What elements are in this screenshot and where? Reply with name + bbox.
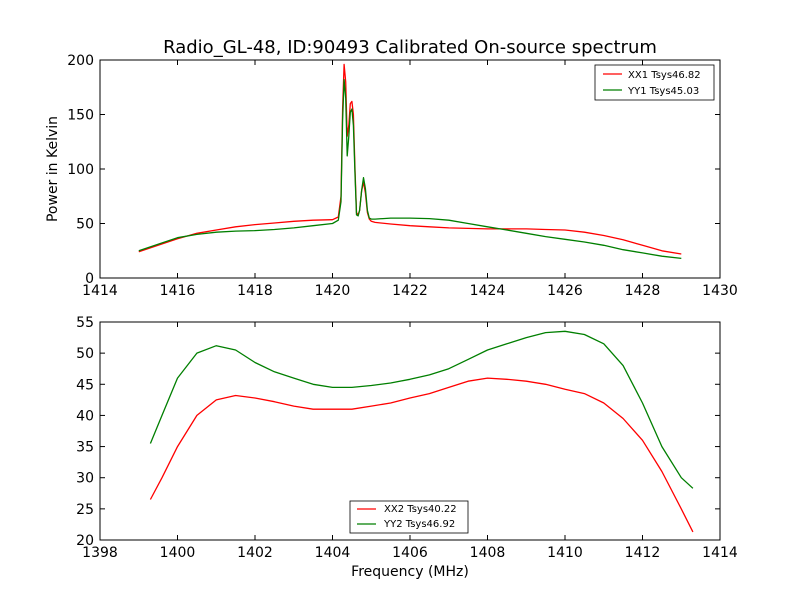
x-tick-label: 1416 [160,283,196,299]
y-tick-label: 0 [85,271,94,287]
x-tick-label: 1398 [82,545,118,561]
y-tick-label: 20 [76,533,94,549]
chart-title: Radio_GL-48, ID:90493 Calibrated On-sour… [163,37,657,58]
y-tick-label: 150 [67,108,94,124]
y-tick-label: 100 [67,162,94,178]
top-spectrum-chart: Radio_GL-48, ID:90493 Calibrated On-sour… [45,37,738,299]
bottom-spectrum-chart: Frequency (MHz) 1398 1400 1402 1404 1406 1408… [76,315,738,580]
y-tick-label: 30 [76,471,94,487]
x-tick-label: 1426 [547,283,583,299]
x-tick-label: 1408 [470,545,506,561]
x-tick-label: 1406 [392,545,428,561]
plot-area [149,330,694,533]
x-tick-label: 1400 [160,545,196,561]
y-tick-label: 25 [76,502,94,518]
legend-box [349,500,469,534]
plot-frame [99,321,721,541]
axis-ticks: 1398 1400 1402 1404 1406 1408 1410 1412 1414 20 25… [76,315,738,561]
series-line-yy2 [149,330,694,489]
y-axis-label: Power in Kelvin [45,116,61,222]
series-line-yy1 [138,78,682,260]
x-tick-label: 1414 [702,545,738,561]
y-tick-label: 200 [67,53,94,69]
y-tick-label: 40 [76,408,94,424]
legend-label-xx2: XX2 Tsys40.22 [384,504,457,515]
x-tick-label: 1414 [82,283,118,299]
x-tick-label: 1410 [547,545,583,561]
x-tick-label: 1412 [625,545,661,561]
x-tick-label: 1402 [237,545,273,561]
x-tick-label: 1420 [315,283,351,299]
legend-label-yy2: YY2 Tsys46.92 [383,519,455,530]
legend-label-yy1: YY1 Tsys45.03 [627,86,699,97]
y-tick-label: 45 [76,377,94,393]
plot-area [138,63,682,260]
y-tick-label: 55 [76,315,94,331]
x-tick-label: 1418 [237,283,273,299]
x-tick-label: 1428 [625,283,661,299]
plot-frame [99,59,721,279]
axis-ticks: 1414 1416 1418 1420 1422 1424 1426 1428 1430 0 50 1… [67,53,738,299]
x-tick-label: 1422 [392,283,428,299]
x-axis-label: Frequency (MHz) [351,564,469,580]
legend: XX2 Tsys40.22 YY2 Tsys46.92 [349,500,469,534]
y-tick-label: 50 [76,346,94,362]
legend-box [594,64,715,101]
x-tick-label: 1424 [470,283,506,299]
legend: XX1 Tsys46.82 YY1 Tsys45.03 [594,64,715,101]
x-tick-label: 1404 [315,545,351,561]
x-tick-label: 1430 [702,283,738,299]
legend-label-xx1: XX1 Tsys46.82 [628,70,701,81]
y-tick-label: 35 [76,440,94,456]
y-tick-label: 50 [76,217,94,233]
series-line-xx2 [149,377,694,533]
